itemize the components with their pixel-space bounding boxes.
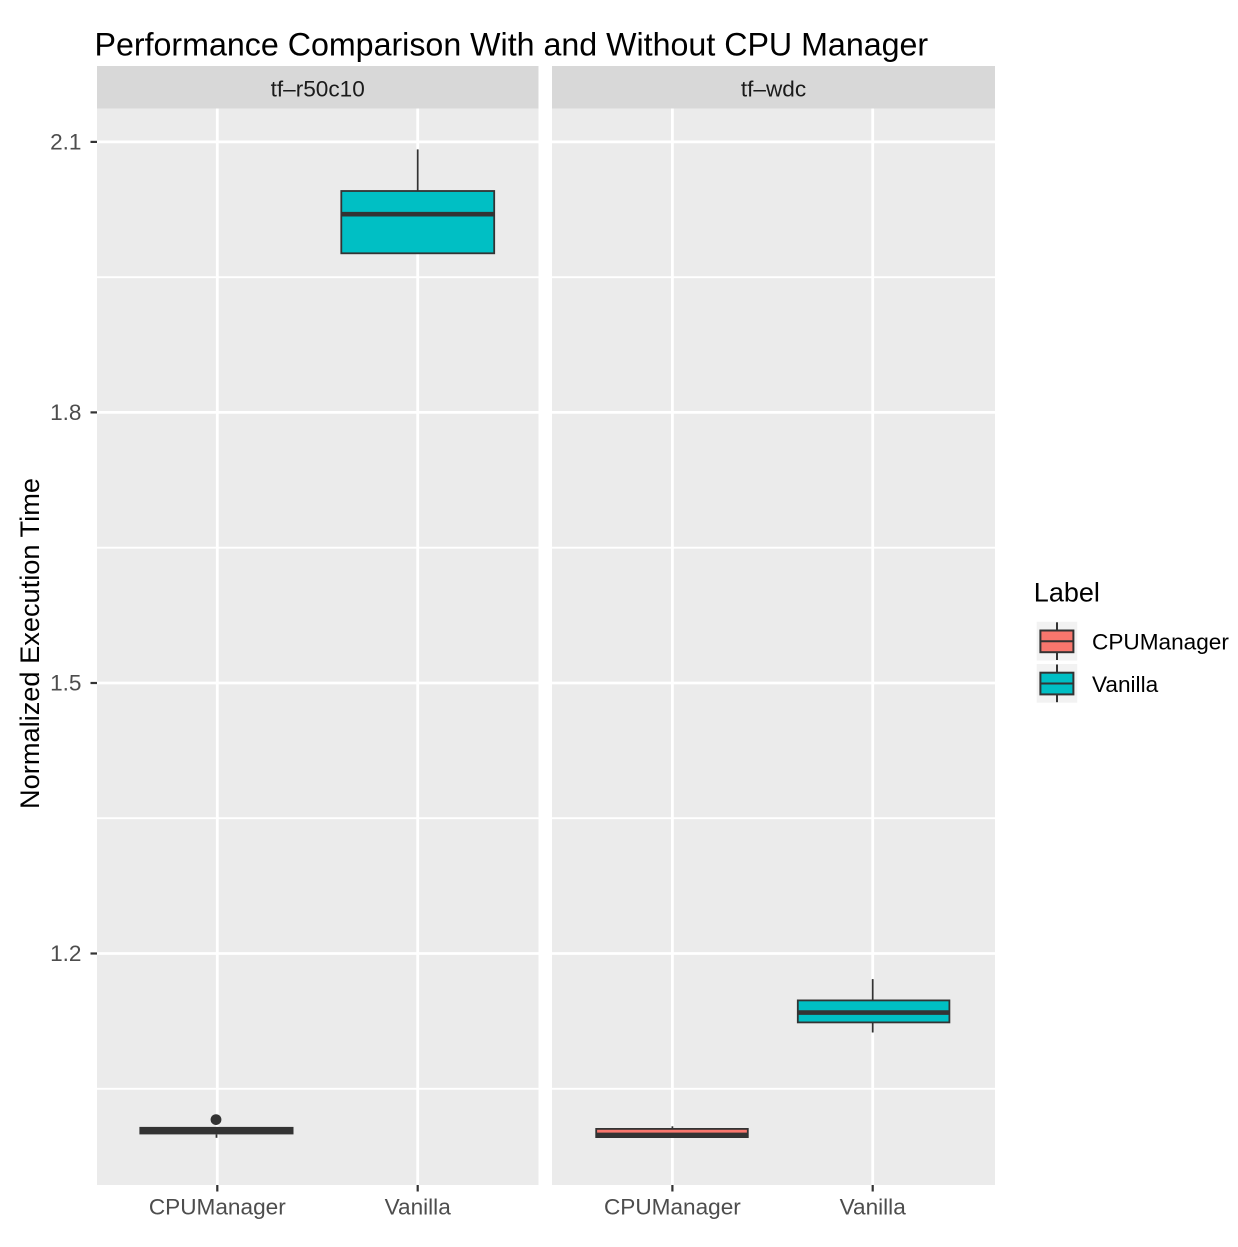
svg-text:Vanilla: Vanilla [840,1195,907,1220]
svg-text:tf–wdc: tf–wdc [741,77,806,102]
svg-text:1.8: 1.8 [50,400,81,425]
svg-text:CPUManager: CPUManager [149,1195,286,1220]
svg-text:Normalized Execution Time: Normalized Execution Time [14,478,45,809]
svg-text:CPUManager: CPUManager [604,1195,741,1220]
svg-text:CPUManager: CPUManager [1092,629,1229,654]
svg-text:2.1: 2.1 [50,130,81,155]
svg-text:1.2: 1.2 [50,941,81,966]
svg-text:Vanilla: Vanilla [385,1195,452,1220]
svg-text:1.5: 1.5 [50,671,81,696]
svg-text:Performance Comparison With an: Performance Comparison With and Without … [95,27,929,63]
svg-text:Label: Label [1034,578,1100,608]
svg-text:Vanilla: Vanilla [1092,672,1159,697]
svg-text:tf–r50c10: tf–r50c10 [271,77,365,102]
